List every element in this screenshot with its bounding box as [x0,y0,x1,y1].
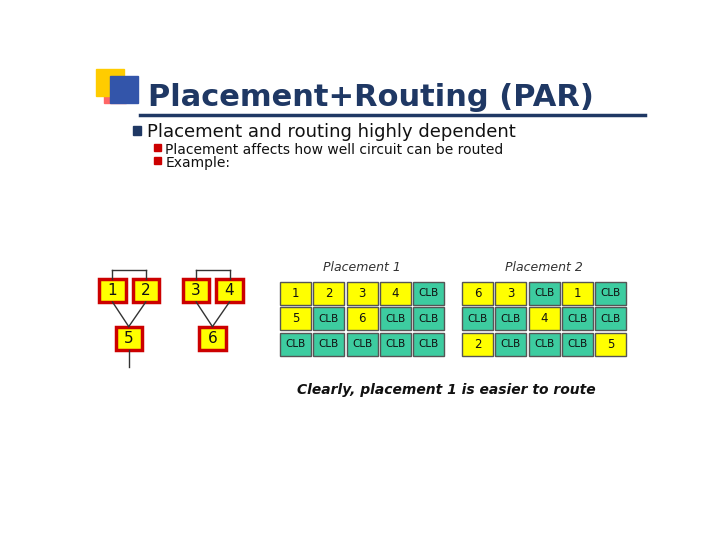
Text: CLB: CLB [418,288,438,299]
Text: 4: 4 [392,287,399,300]
Text: 5: 5 [124,330,134,346]
Bar [528,333,559,356]
Text: Placement+Routing (PAR): Placement+Routing (PAR) [148,83,594,112]
Text: 2: 2 [474,338,481,351]
Bar [216,279,243,302]
Text: CLB: CLB [418,339,438,349]
Text: Placement and routing highly dependent: Placement and routing highly dependent [148,123,516,141]
Bar [96,69,124,96]
Text: CLB: CLB [418,314,438,324]
Bar [462,333,493,356]
Bar [313,282,344,305]
Bar [380,333,411,356]
Text: CLB: CLB [534,339,554,349]
Text: CLB: CLB [500,314,521,324]
Bar [595,307,626,330]
Text: Placement affects how well circuit can be routed: Placement affects how well circuit can b… [165,143,503,157]
Text: CLB: CLB [600,288,621,299]
Text: CLB: CLB [318,314,339,324]
Bar [313,333,344,356]
Text: 1: 1 [108,283,117,298]
Text: 5: 5 [607,338,614,351]
Bar [280,333,311,356]
Text: CLB: CLB [567,314,588,324]
Text: Placement 1: Placement 1 [323,261,401,274]
Bar [116,327,142,350]
Text: Example:: Example: [165,156,230,170]
Bar [413,307,444,330]
Text: 1: 1 [292,287,299,300]
Bar [562,282,593,305]
Bar [346,307,377,330]
Bar [528,282,559,305]
Bar [495,282,526,305]
Text: CLB: CLB [567,339,588,349]
Bar [595,333,626,356]
Text: Clearly, placement 1 is easier to route: Clearly, placement 1 is easier to route [297,383,596,397]
Text: 5: 5 [292,313,299,326]
Bar [280,307,311,330]
Bar [562,333,593,356]
Bar [595,282,626,305]
Bar [495,307,526,330]
Bar [183,279,210,302]
Bar [413,282,444,305]
Bar [280,282,311,305]
Bar [462,307,493,330]
Bar [153,144,161,151]
Text: 4: 4 [225,283,234,298]
Bar [413,333,444,356]
Bar [380,307,411,330]
Text: 4: 4 [541,313,548,326]
Text: 2: 2 [141,283,150,298]
Bar [104,82,126,103]
Text: 6: 6 [474,287,481,300]
Text: CLB: CLB [500,339,521,349]
Text: CLB: CLB [385,339,405,349]
Bar [313,307,344,330]
Bar [132,279,159,302]
Text: CLB: CLB [352,339,372,349]
Bar [346,282,377,305]
Text: 6: 6 [359,313,366,326]
Text: 2: 2 [325,287,333,300]
Text: CLB: CLB [600,314,621,324]
Bar [462,282,493,305]
Text: CLB: CLB [285,339,305,349]
Bar [153,157,161,164]
Bar [562,307,593,330]
Bar [495,333,526,356]
Text: Placement 2: Placement 2 [505,261,583,274]
Text: 3: 3 [359,287,366,300]
Text: CLB: CLB [534,288,554,299]
Text: CLB: CLB [467,314,487,324]
Bar [346,333,377,356]
Text: 1: 1 [574,287,581,300]
Text: 3: 3 [507,287,515,300]
Text: CLB: CLB [318,339,339,349]
Bar [528,307,559,330]
Text: CLB: CLB [385,314,405,324]
Bar [380,282,411,305]
Bar [199,327,225,350]
Bar [99,279,126,302]
Bar [132,126,141,135]
Bar [110,76,138,103]
Text: 6: 6 [207,330,217,346]
Text: 3: 3 [192,283,201,298]
